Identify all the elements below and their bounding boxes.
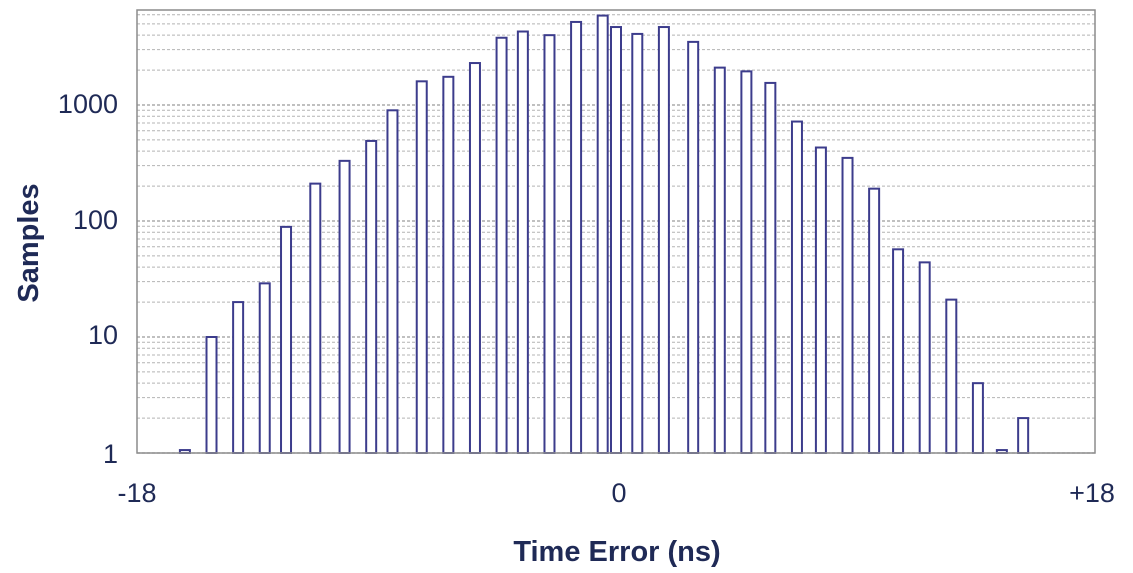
histogram-bar (740, 70, 753, 454)
histogram-bar (631, 32, 644, 454)
x-tick-label-max: +18 (1069, 478, 1115, 508)
y-tick-label-1000: 1000 (58, 89, 118, 119)
histogram-bar (790, 120, 803, 454)
histogram-bar (1017, 417, 1030, 454)
histogram-bar (338, 159, 351, 454)
x-axis-title: Time Error (ns) (513, 536, 720, 568)
histogram-bar (495, 36, 508, 454)
histogram-bar (868, 187, 881, 454)
histogram-bar (918, 261, 931, 454)
histogram-bar (945, 298, 958, 454)
histogram-bar (596, 14, 609, 454)
y-tick-label-1: 1 (103, 439, 118, 469)
histogram-bar (468, 62, 481, 454)
histogram-bar (841, 156, 854, 455)
histogram-bar (610, 26, 622, 454)
y-tick-label-10: 10 (88, 320, 118, 350)
x-tick-label-min: -18 (117, 478, 156, 508)
histogram-bar (415, 80, 428, 454)
histogram-bar (971, 382, 984, 454)
histogram-bar (814, 146, 827, 454)
histogram-bar (232, 301, 245, 454)
histogram-bar (386, 109, 399, 455)
x-tick-label-zero: 0 (611, 478, 626, 508)
histogram-bar (657, 26, 670, 454)
histogram-bar (892, 248, 905, 454)
plot-frame (136, 9, 1096, 454)
histogram-bar (280, 225, 293, 454)
histogram-bar (687, 40, 700, 455)
histogram-bar (205, 336, 218, 454)
histogram-bar (309, 182, 322, 454)
histogram-bar (258, 282, 271, 455)
histogram-bar (365, 139, 378, 454)
y-axis-title: Samples (13, 183, 45, 302)
histogram-bar (570, 20, 583, 455)
histogram-bar (713, 66, 726, 454)
y-tick-label-100: 100 (73, 205, 118, 235)
histogram-bar (764, 81, 777, 455)
histogram-bar (516, 30, 529, 454)
histogram-bar (442, 75, 455, 454)
histogram-bar (543, 34, 556, 454)
